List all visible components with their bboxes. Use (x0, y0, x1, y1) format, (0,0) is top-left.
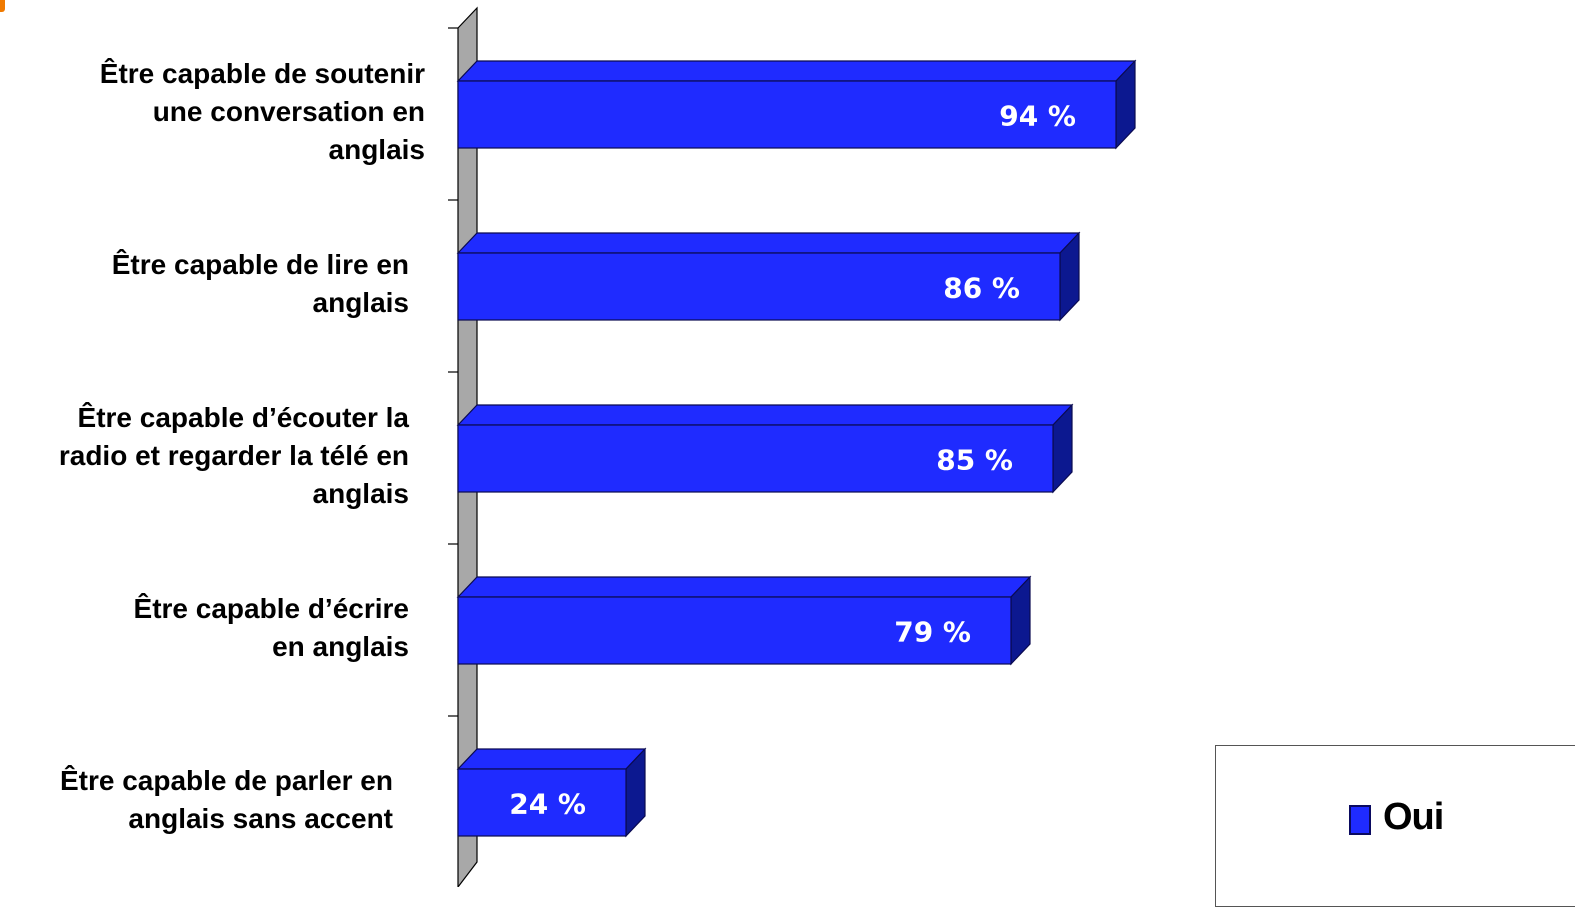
legend: Oui (1215, 745, 1575, 907)
category-label: Être capable de parler en anglais sans a… (59, 764, 393, 834)
category-label: Être capable de soutenir une conversatio… (99, 57, 425, 165)
bar-value-label: 94 % (999, 100, 1076, 133)
bar (457, 80, 1117, 149)
bar-value-label: 86 % (943, 272, 1020, 305)
bar-value-label: 79 % (894, 616, 971, 649)
bar (457, 768, 627, 837)
category-label: Être capable d’écouter la radio et regar… (58, 401, 409, 509)
bar (457, 252, 1061, 321)
bar (457, 596, 1012, 665)
corner-accent (0, 0, 5, 12)
legend-label-oui: Oui (1383, 796, 1444, 838)
bar-value-label: 85 % (936, 444, 1013, 477)
legend-swatch-oui (1349, 805, 1371, 835)
category-label: Être capable de lire en anglais (111, 248, 409, 318)
bar-top-face (456, 232, 1081, 254)
bar-top-face (456, 404, 1074, 426)
bar (457, 424, 1054, 493)
bar-top-face (456, 60, 1137, 82)
category-label: Être capable d’écrire en anglais (133, 592, 409, 662)
bar-top-face (456, 576, 1032, 598)
bar-value-label: 24 % (509, 788, 586, 821)
bar-chart: 94 % 86 % 85 % 79 % 24 % (448, 6, 1137, 887)
bar-top-face (456, 748, 647, 770)
